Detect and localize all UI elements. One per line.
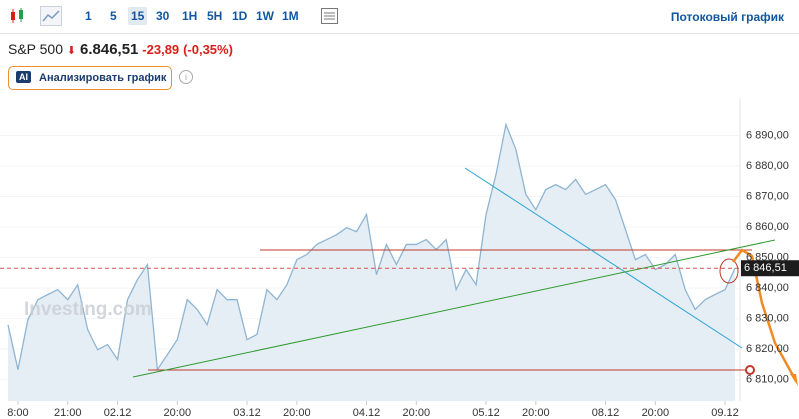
timeframe[interactable]: 1D [232,9,248,23]
x-tick-label: 03.12 [233,407,261,419]
y-tick-label: 6 810,00 [746,374,789,386]
x-tick-label: 20:00 [642,407,670,419]
y-tick-label: 6 880,00 [746,160,789,172]
drawn-handle[interactable] [745,365,755,375]
x-tick-label: 02.12 [104,407,132,419]
drawings [132,167,798,386]
plot [0,122,740,401]
y-tick-label: 6 820,00 [746,343,789,355]
change: -23,89 [142,42,180,57]
toolbar: 1 5 15 30 1H 5H 1D 1W 1M Потоковый график [0,0,799,34]
table-icon[interactable] [320,7,340,25]
y-tick-label: 6 840,00 [746,282,789,294]
timeframe[interactable]: 5H [207,9,223,23]
down-arrow: ⬇ [66,45,77,57]
area-icon[interactable] [40,6,62,26]
ai-badge: AI [16,71,31,83]
x-tick-label: 20:00 [403,407,431,419]
area-fill [8,124,735,401]
timeframe[interactable]: 30 [156,9,170,23]
price: 6.846,51 [80,41,139,58]
y-tick-label: 6 890,00 [746,129,789,141]
info-icon[interactable]: i [179,70,193,84]
timeframe[interactable]: 5 [110,9,117,23]
x-tick-label: 05.12 [472,407,500,419]
timeframe[interactable]: 15 [128,7,148,25]
price-line [7,122,736,372]
x-tick-label: 08.12 [592,407,620,419]
timeframe[interactable]: 1H [182,9,198,23]
quote-header: S&P 500 ⬇ 6.846,51 -23,89 (-0,35%) [8,41,233,58]
candle-icon[interactable] [8,7,28,25]
drawn-arrow [732,248,798,382]
watermark: Investing.com [24,299,152,320]
x-tick-label: 20:00 [164,407,192,419]
x-tick-label: 09.12 [711,407,739,419]
ai-label: Анализировать график [39,72,167,84]
x-tick-label: 8:00 [7,407,28,419]
timeframe[interactable]: 1 [85,9,92,23]
x-tick-label: 21:00 [54,407,82,419]
x-tick-label: 20:00 [283,407,311,419]
x-tick-label: 04.12 [353,407,381,419]
change-pct: (-0,35%) [183,42,233,57]
chart: 6 810,006 820,006 830,006 840,006 850,00… [0,98,799,419]
drawn-trendline [132,239,776,378]
last-price-label: 6 846,51 [744,262,787,274]
drawn-ellipse [719,258,739,284]
timeframe[interactable]: 1M [282,9,299,23]
drawn-trendline [464,167,743,349]
x-tick-label: 20:00 [522,407,550,419]
arrow-head [790,374,798,386]
last-price-box [741,260,799,277]
y-tick-label: 6 860,00 [746,221,789,233]
timeframe[interactable]: 1W [256,9,274,23]
y-tick-label: 6 830,00 [746,313,789,325]
stream-chart-link[interactable]: Потоковый график [670,10,784,24]
symbol: S&P 500 [8,41,64,57]
y-tick-label: 6 870,00 [746,190,789,202]
ai-button[interactable]: AI Анализировать график [8,66,172,90]
